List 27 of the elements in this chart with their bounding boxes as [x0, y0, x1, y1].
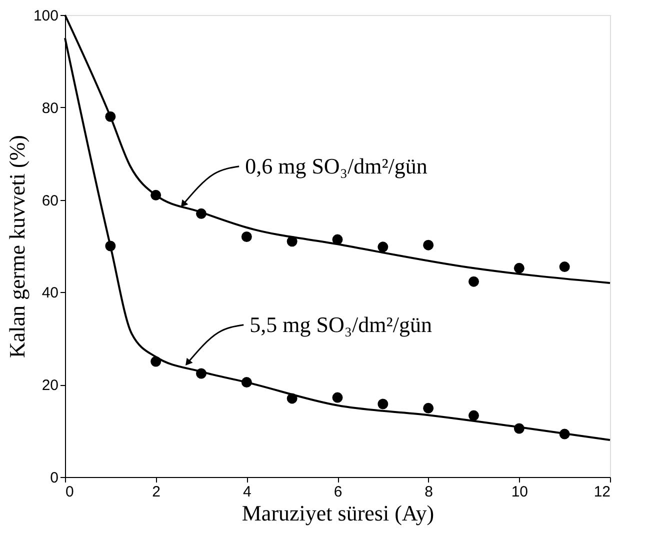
point	[378, 242, 388, 252]
y-tick-label: 60	[42, 192, 58, 210]
point	[468, 410, 479, 421]
x-tick-label: 12	[594, 484, 610, 500]
annotation: 0,6 mg SO₃/dm²/gün	[245, 153, 428, 178]
point	[423, 240, 434, 250]
x-tick-label: 0	[66, 484, 74, 500]
x-axis-title: Maruziyet süresi (Ay)	[242, 500, 434, 526]
x-tick-label: 2	[152, 484, 161, 500]
y-tick-label: 20	[42, 377, 58, 394]
point	[378, 398, 388, 410]
point	[423, 402, 434, 414]
point	[514, 262, 524, 274]
y-axis-title: Kalan germe kuvveti (%)	[4, 135, 30, 358]
point	[332, 392, 343, 403]
x-tick-label: 10	[511, 484, 528, 500]
y-tick-label: 80	[42, 100, 58, 117]
x-tick-label: 6	[334, 484, 342, 500]
x-tick-label: 8	[424, 484, 434, 500]
y-tick-label: 100	[33, 8, 58, 24]
point	[559, 262, 570, 272]
annotation: 5,5 mg SO₃/dm²/gün	[250, 312, 432, 337]
x-tick-label: 4	[242, 484, 252, 500]
y-tick-label: 40	[42, 284, 58, 302]
point	[241, 232, 252, 242]
y-tick-label: 0	[50, 470, 58, 486]
point	[468, 276, 479, 287]
